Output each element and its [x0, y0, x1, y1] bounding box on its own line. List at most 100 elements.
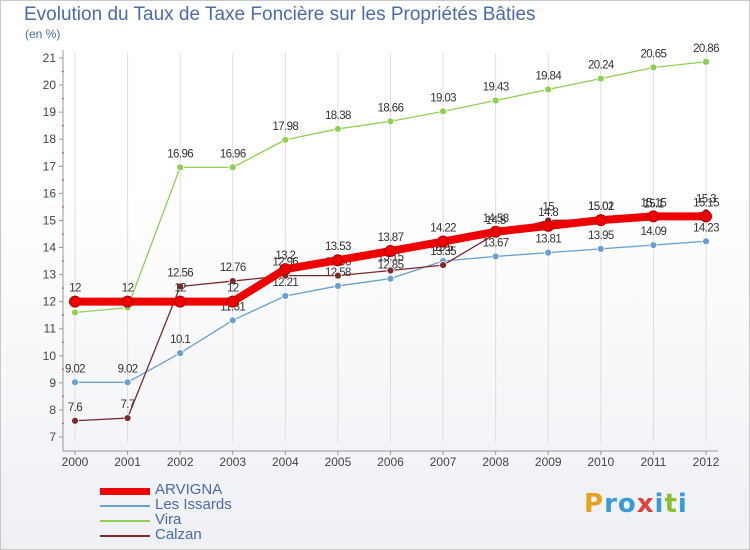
- data-label-arvigna-2010: 15.01: [588, 201, 614, 213]
- point-arvigna-2003: [226, 295, 239, 308]
- y-tick-label-21: 21: [43, 51, 57, 65]
- y-tick-label-12: 12: [43, 295, 57, 309]
- point-les-issards-2012: [702, 237, 710, 246]
- y-minor-tick: [62, 287, 64, 290]
- y-minor-tick: [62, 314, 64, 317]
- point-les-issards-2005: [334, 282, 342, 290]
- data-label-calzan-2001: 7.7: [120, 399, 134, 411]
- point-calzan-2002: [176, 282, 185, 291]
- y-tick-label-9: 9: [49, 376, 56, 390]
- y-minor-tick: [62, 205, 64, 208]
- point-arvigna-2009: [542, 219, 555, 232]
- data-label-arvigna-2002: 12: [174, 283, 186, 295]
- point-calzan-2000: [71, 416, 79, 425]
- legend-swatch-vira: [100, 520, 150, 522]
- data-label-les-issards-2004: 12.21: [272, 277, 298, 289]
- logo-letter: r: [604, 489, 618, 519]
- point-arvigna-2011: [647, 210, 660, 223]
- data-label-arvigna-2012: 15.15: [693, 197, 719, 209]
- logo-letter: t: [664, 489, 678, 519]
- logo-letter: P: [584, 489, 605, 519]
- data-label-calzan-2002: 12.56: [167, 267, 193, 279]
- point-arvigna-2002: [174, 295, 187, 308]
- point-vira-2004: [281, 135, 290, 144]
- data-label-les-issards-2009: 13.81: [535, 234, 561, 246]
- data-label-arvigna-2011: 15.15: [641, 197, 667, 209]
- data-label-vira-2004: 17.98: [272, 121, 298, 133]
- point-calzan-2001: [123, 414, 132, 422]
- data-label-calzan-2011: 15.1: [643, 199, 663, 211]
- x-tick-label-2009: 2009: [535, 455, 562, 469]
- data-label-calzan-2003: 12.76: [220, 262, 246, 274]
- data-label-les-issards-2011: 14.09: [641, 226, 667, 238]
- x-tick-label-2005: 2005: [325, 455, 352, 469]
- y-tick-label-10: 10: [43, 349, 57, 363]
- point-arvigna-2005: [331, 254, 344, 267]
- x-tick-label-2006: 2006: [377, 455, 404, 469]
- y-tick-label-17: 17: [43, 159, 57, 173]
- y-tick-label-14: 14: [43, 241, 57, 255]
- data-label-vira-2011: 20.65: [641, 48, 667, 60]
- logo-letter: i: [677, 489, 688, 519]
- data-label-arvigna-2008: 14.58: [483, 213, 509, 225]
- y-minor-tick: [62, 341, 64, 344]
- data-label-arvigna-2004: 13.2: [275, 250, 295, 262]
- data-label-arvigna-2007: 14.22: [430, 223, 456, 235]
- data-label-les-issards-2010: 13.95: [588, 230, 614, 242]
- y-minor-tick: [62, 233, 64, 235]
- data-label-calzan-2009: 15: [542, 201, 554, 213]
- x-tick-label-2010: 2010: [587, 455, 614, 469]
- point-les-issards-2006: [386, 274, 395, 283]
- y-tick-label-19: 19: [43, 105, 57, 119]
- data-label-calzan-2010: 15.02: [588, 201, 614, 213]
- chart-title: Evolution du Taux de Taxe Foncière sur l…: [24, 4, 536, 25]
- legend-label-arvigna: ARVIGNA: [155, 481, 223, 498]
- y-minor-tick: [62, 97, 64, 100]
- data-label-les-issards-2008: 13.67: [483, 237, 509, 249]
- data-label-calzan-2012: 15.3: [696, 193, 716, 205]
- point-arvigna-2012: [700, 210, 712, 223]
- y-minor-tick: [62, 368, 64, 371]
- point-vira-2010: [596, 74, 605, 83]
- legend-swatch-les-issards: [100, 505, 150, 507]
- data-label-vira-2005: 18.38: [325, 110, 351, 122]
- y-minor-tick: [62, 70, 64, 73]
- point-calzan-2003: [228, 277, 237, 285]
- legend-label-vira: Vira: [155, 511, 182, 528]
- y-minor-tick: [62, 151, 64, 154]
- data-label-vira-2006: 18.66: [378, 102, 404, 114]
- data-label-calzan-2007: 13.35: [430, 246, 456, 258]
- y-tick-label-13: 13: [43, 268, 57, 282]
- point-arvigna-2000: [69, 295, 81, 308]
- data-label-arvigna-2001: 12: [122, 283, 134, 295]
- x-tick-label-2001: 2001: [114, 455, 141, 469]
- point-vira-2000: [71, 308, 79, 317]
- point-vira-2009: [544, 85, 553, 94]
- data-label-les-issards-2000: 9.02: [65, 363, 85, 375]
- point-vira-2011: [649, 63, 658, 72]
- point-vira-2007: [439, 107, 447, 116]
- point-les-issards-2010: [596, 244, 605, 253]
- point-arvigna-2006: [384, 245, 397, 258]
- logo-letter: x: [636, 489, 655, 519]
- data-label-vira-2007: 19.03: [430, 92, 456, 104]
- data-label-arvigna-2006: 13.87: [378, 232, 404, 244]
- legend-swatch-arvigna: [100, 487, 150, 495]
- y-tick-label-8: 8: [49, 403, 56, 417]
- y-tick-label-7: 7: [49, 430, 56, 444]
- point-les-issards-2003: [228, 316, 237, 325]
- point-calzan-2005: [334, 271, 342, 280]
- point-vira-2012: [702, 57, 710, 66]
- data-label-arvigna-2009: 14.8: [538, 207, 558, 219]
- y-minor-tick: [62, 422, 64, 425]
- logo-letter: i: [654, 489, 665, 519]
- y-tick-label-20: 20: [43, 78, 57, 92]
- point-vira-2005: [334, 125, 342, 133]
- data-label-les-issards-2001: 9.02: [118, 363, 138, 375]
- unit-label: (en %): [25, 27, 61, 41]
- data-label-vira-2003: 16.96: [220, 148, 246, 160]
- data-label-vira-2010: 20.24: [588, 60, 615, 72]
- data-label-arvigna-2005: 13.53: [325, 241, 351, 253]
